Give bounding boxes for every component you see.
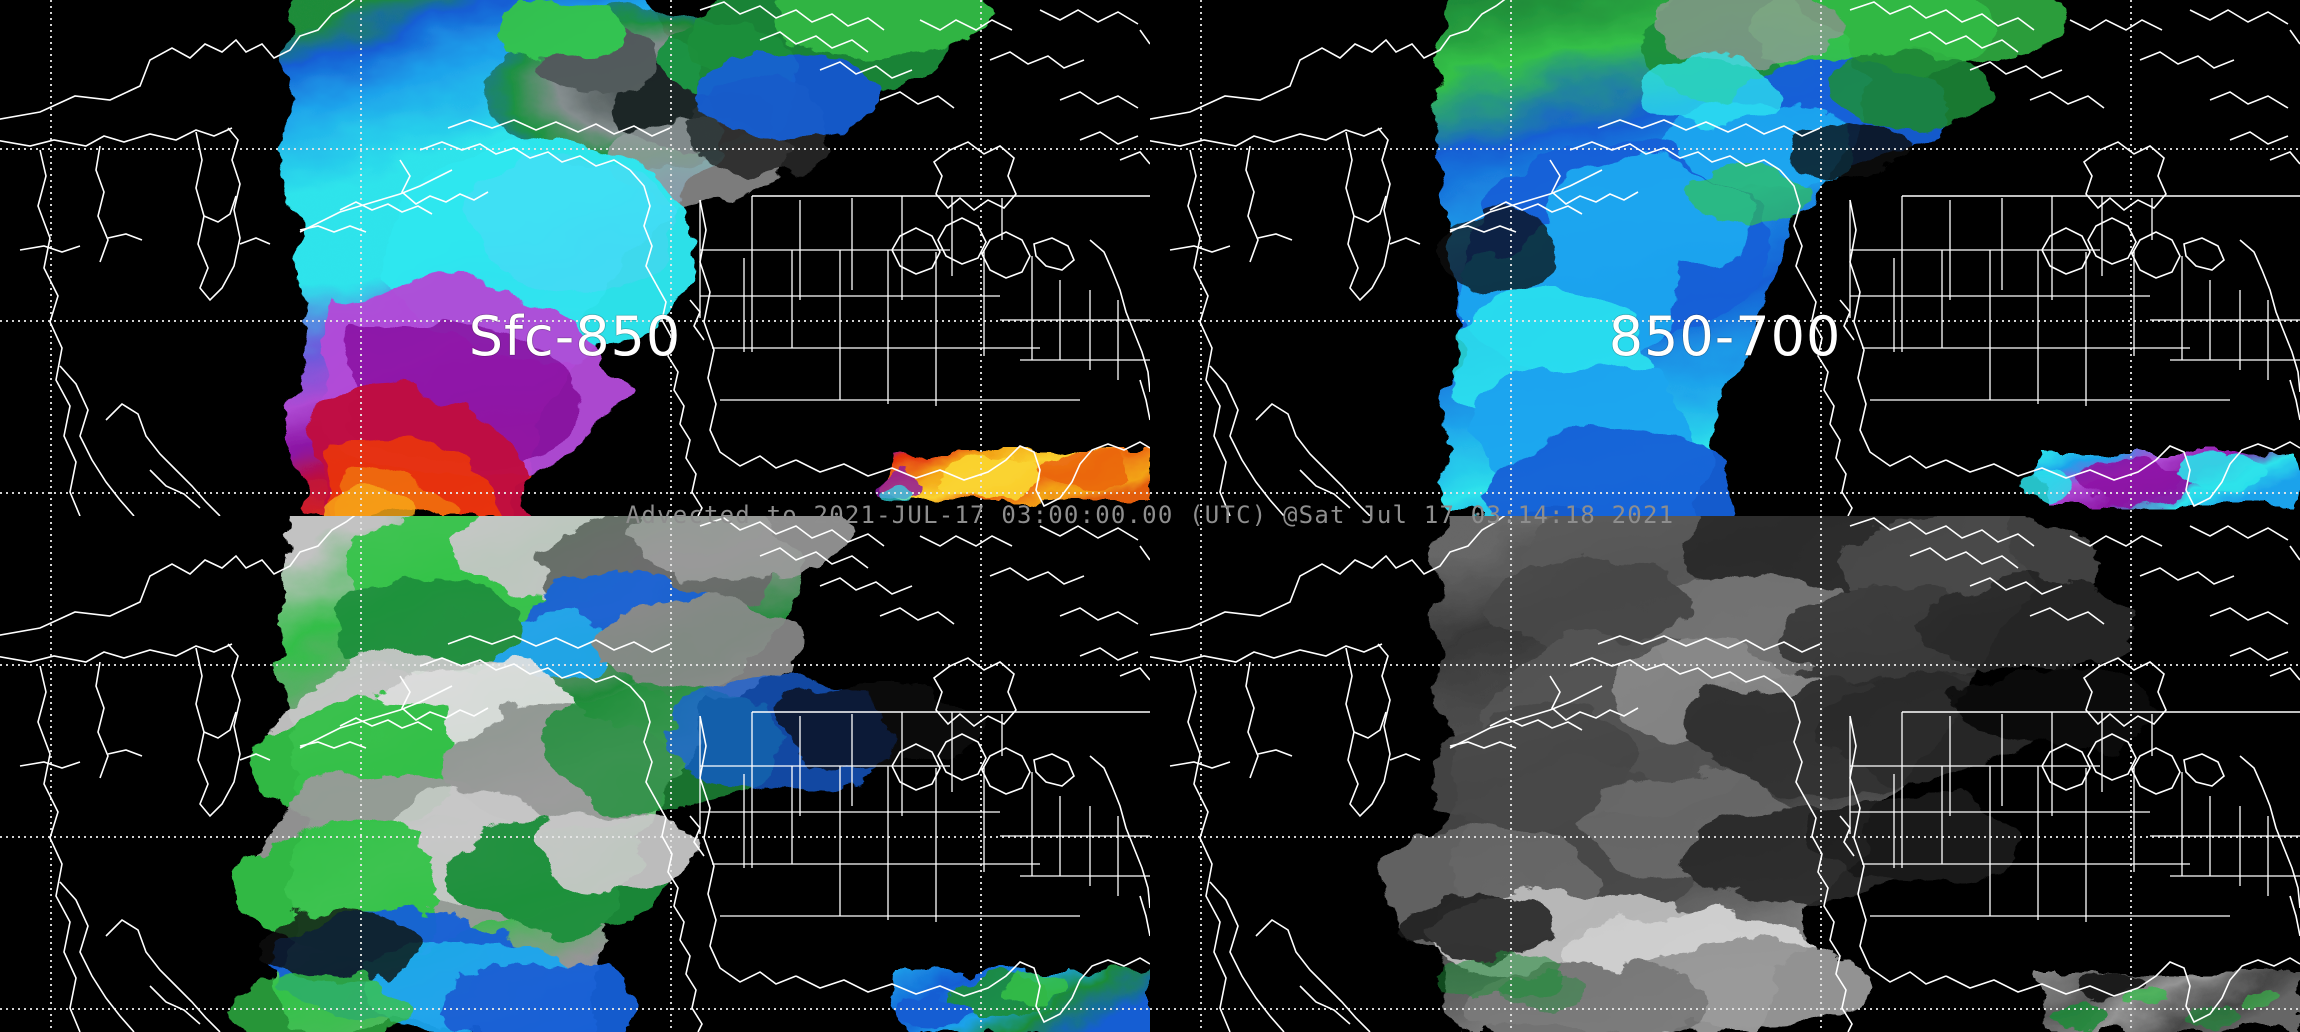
coastline-canada-pacific — [656, 800, 704, 1032]
moisture-field-500-300 — [1150, 516, 2300, 1032]
panel-label-sfc-850: Sfc-850 — [468, 305, 682, 368]
coastline-arctic-canada — [700, 518, 1138, 660]
coastline-gulf-of-mexico — [1946, 958, 2300, 1022]
coastline-canada-pacific — [1806, 284, 1854, 516]
panel-label-850-700: 850-700 — [1608, 305, 1842, 368]
coastline-gulf-of-mexico — [796, 442, 1150, 506]
coastline-siberia — [1150, 516, 1512, 1032]
coastline-japan — [60, 366, 220, 516]
coastline-aleutians — [20, 742, 366, 768]
coastline-greenland — [1120, 30, 1150, 164]
coastline-kamchatka — [196, 644, 240, 816]
panel-500-300-canvas: 500-300 — [1150, 516, 2300, 1032]
coastline-kamchatka — [1346, 128, 1390, 300]
moisture-field-700-500 — [0, 516, 1150, 1032]
coastline-usa-east — [1090, 240, 1150, 420]
coastline-great-lakes — [2042, 218, 2224, 278]
panel-850-700-canvas: 850-700 — [1150, 0, 2300, 516]
coastline-aleutians — [20, 226, 366, 252]
coastline-great-lakes — [892, 218, 1074, 278]
coastline-arctic-canada — [700, 2, 1138, 144]
coastline-canada-pacific — [656, 284, 704, 516]
panel-sfc-850[interactable]: Sfc-850 — [0, 0, 1150, 516]
map-vectors-500-300 — [1150, 516, 2300, 1032]
state-borders-usa — [700, 196, 1150, 406]
coastline-greenland — [2270, 546, 2300, 680]
coastline-usa-east — [2240, 756, 2300, 936]
moisture-field-sfc-850 — [0, 0, 1150, 516]
coastline-greenland — [2270, 30, 2300, 164]
coastline-japan — [1210, 882, 1370, 1032]
coastline-usa-east — [2240, 240, 2300, 420]
coastline-japan — [1210, 366, 1370, 516]
coastline-siberia — [1150, 0, 1512, 516]
coastline-alaska — [1450, 636, 1820, 800]
coastline-aleutians — [1170, 226, 1516, 252]
state-borders-usa — [700, 712, 1150, 922]
coastline-hudson-bay — [2084, 658, 2166, 726]
coastline-usa-west — [700, 200, 796, 468]
panel-850-700[interactable]: 850-700 — [1150, 0, 2300, 516]
coastline-great-lakes — [892, 734, 1074, 794]
coastline-usa-west — [1850, 200, 1946, 468]
map-vectors-700-500 — [0, 516, 1150, 1032]
coastline-kamchatka — [196, 128, 240, 300]
coastline-hudson-bay — [934, 658, 1016, 726]
state-borders-usa — [1850, 196, 2300, 406]
coastline-kamchatka — [1346, 644, 1390, 816]
map-vectors-850-700 — [1150, 0, 2300, 516]
coastline-great-lakes — [2042, 734, 2224, 794]
moisture-field-850-700 — [1150, 0, 2300, 516]
coastline-canada-pacific — [1806, 800, 1854, 1032]
coastline-aleutians — [1170, 742, 1516, 768]
panel-700-500[interactable]: 700-500 — [0, 516, 1150, 1032]
panel-sfc-850-canvas: Sfc-850 — [0, 0, 1150, 516]
coastline-usa-west — [700, 716, 796, 984]
coastline-alaska — [300, 120, 670, 284]
coastline-arctic-canada — [1850, 518, 2288, 660]
panel-500-300[interactable]: 500-300 — [1150, 516, 2300, 1032]
coastline-alaska — [300, 636, 670, 800]
coastline-usa-west — [1850, 716, 1946, 984]
coastline-gulf-of-mexico — [1946, 442, 2300, 506]
coastline-hudson-bay — [2084, 142, 2166, 210]
coastline-usa-east — [1090, 756, 1150, 936]
map-vectors-sfc-850 — [0, 0, 1150, 516]
coastline-alaska — [1450, 120, 1820, 284]
coastline-greenland — [1120, 546, 1150, 680]
coastline-siberia — [0, 516, 362, 1032]
coastline-arctic-canada — [1850, 2, 2288, 144]
coastline-hudson-bay — [934, 142, 1016, 210]
coastline-japan — [60, 882, 220, 1032]
coastline-siberia — [0, 0, 362, 516]
coastline-gulf-of-mexico — [796, 958, 1150, 1022]
panel-700-500-canvas: 700-500 — [0, 516, 1150, 1032]
state-borders-usa — [1850, 712, 2300, 922]
